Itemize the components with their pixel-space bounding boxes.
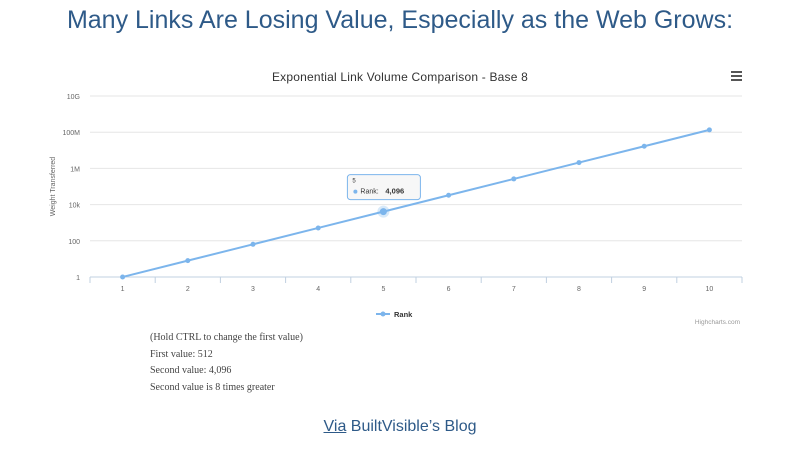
y-tick-label: 10G: [67, 94, 80, 101]
chart-panel: 1 100 10k 1M 100M 10G 1 2 3 4 5 6 7 8 9 10 Weight Transf…: [40, 58, 760, 330]
tooltip-label: Rank:: [360, 189, 378, 196]
data-point: [576, 160, 582, 166]
y-tick-label: 1: [76, 275, 80, 282]
tooltip-marker: [353, 189, 358, 194]
slide-title: Many Links Are Losing Value, Especially …: [66, 6, 734, 34]
source-line: Via BuiltVisible’s Blog: [0, 418, 800, 436]
note-first-value: First value: 512: [150, 348, 213, 360]
y-tick-label: 10k: [69, 203, 81, 210]
x-tick-label: 6: [447, 286, 451, 293]
x-tick-label: 9: [642, 286, 646, 293]
data-point: [315, 225, 321, 231]
data-point: [379, 208, 387, 216]
data-point: [511, 176, 517, 182]
note-ratio: Second value is 8 times greater: [150, 381, 275, 393]
chart-title: Exponential Link Volume Comparison - Bas…: [271, 70, 529, 84]
tooltip-header: 5: [352, 179, 356, 185]
series-line-rank: [122, 128, 710, 278]
x-tick-label: 7: [512, 286, 516, 293]
note-second-value: Second value: 4,096: [150, 365, 232, 376]
legend-label-rank: Rank: [394, 310, 413, 319]
y-tick-label: 1M: [70, 166, 80, 173]
data-point: [250, 241, 256, 247]
x-tick-label: 10: [706, 286, 714, 293]
x-tick-label: 4: [316, 286, 320, 293]
y-tick-label: 100: [68, 239, 80, 246]
data-point: [185, 258, 191, 264]
x-tick-label: 1: [121, 286, 125, 293]
x-tick-label: 3: [251, 286, 255, 293]
source-text: BuiltVisible’s Blog: [346, 418, 477, 435]
x-tick-label: 8: [577, 286, 581, 293]
legend-marker-rank: [380, 311, 386, 317]
y-axis-title: Weight Transferred: [50, 157, 57, 217]
data-point: [120, 274, 126, 280]
data-point: [446, 192, 452, 198]
source-link[interactable]: Via: [323, 418, 347, 435]
tooltip-box: [346, 174, 421, 201]
tooltip-value: 4,096: [385, 187, 404, 196]
y-tick-label: 100M: [62, 130, 80, 137]
chart-credits[interactable]: Highcharts.com: [694, 319, 740, 326]
note-hint: (Hold CTRL to change the first value): [150, 332, 303, 343]
notes-block: (Hold CTRL to change the first value) Fi…: [150, 330, 303, 396]
x-tick-label: 2: [186, 286, 190, 293]
hamburger-menu-icon[interactable]: [731, 71, 742, 82]
line-chart: 1 100 10k 1M 100M 10G 1 2 3 4 5 6 7 8 9 10 Weight Transf…: [50, 94, 743, 319]
x-tick-label: 5: [381, 286, 385, 293]
data-point: [706, 127, 712, 133]
data-point: [641, 143, 647, 149]
